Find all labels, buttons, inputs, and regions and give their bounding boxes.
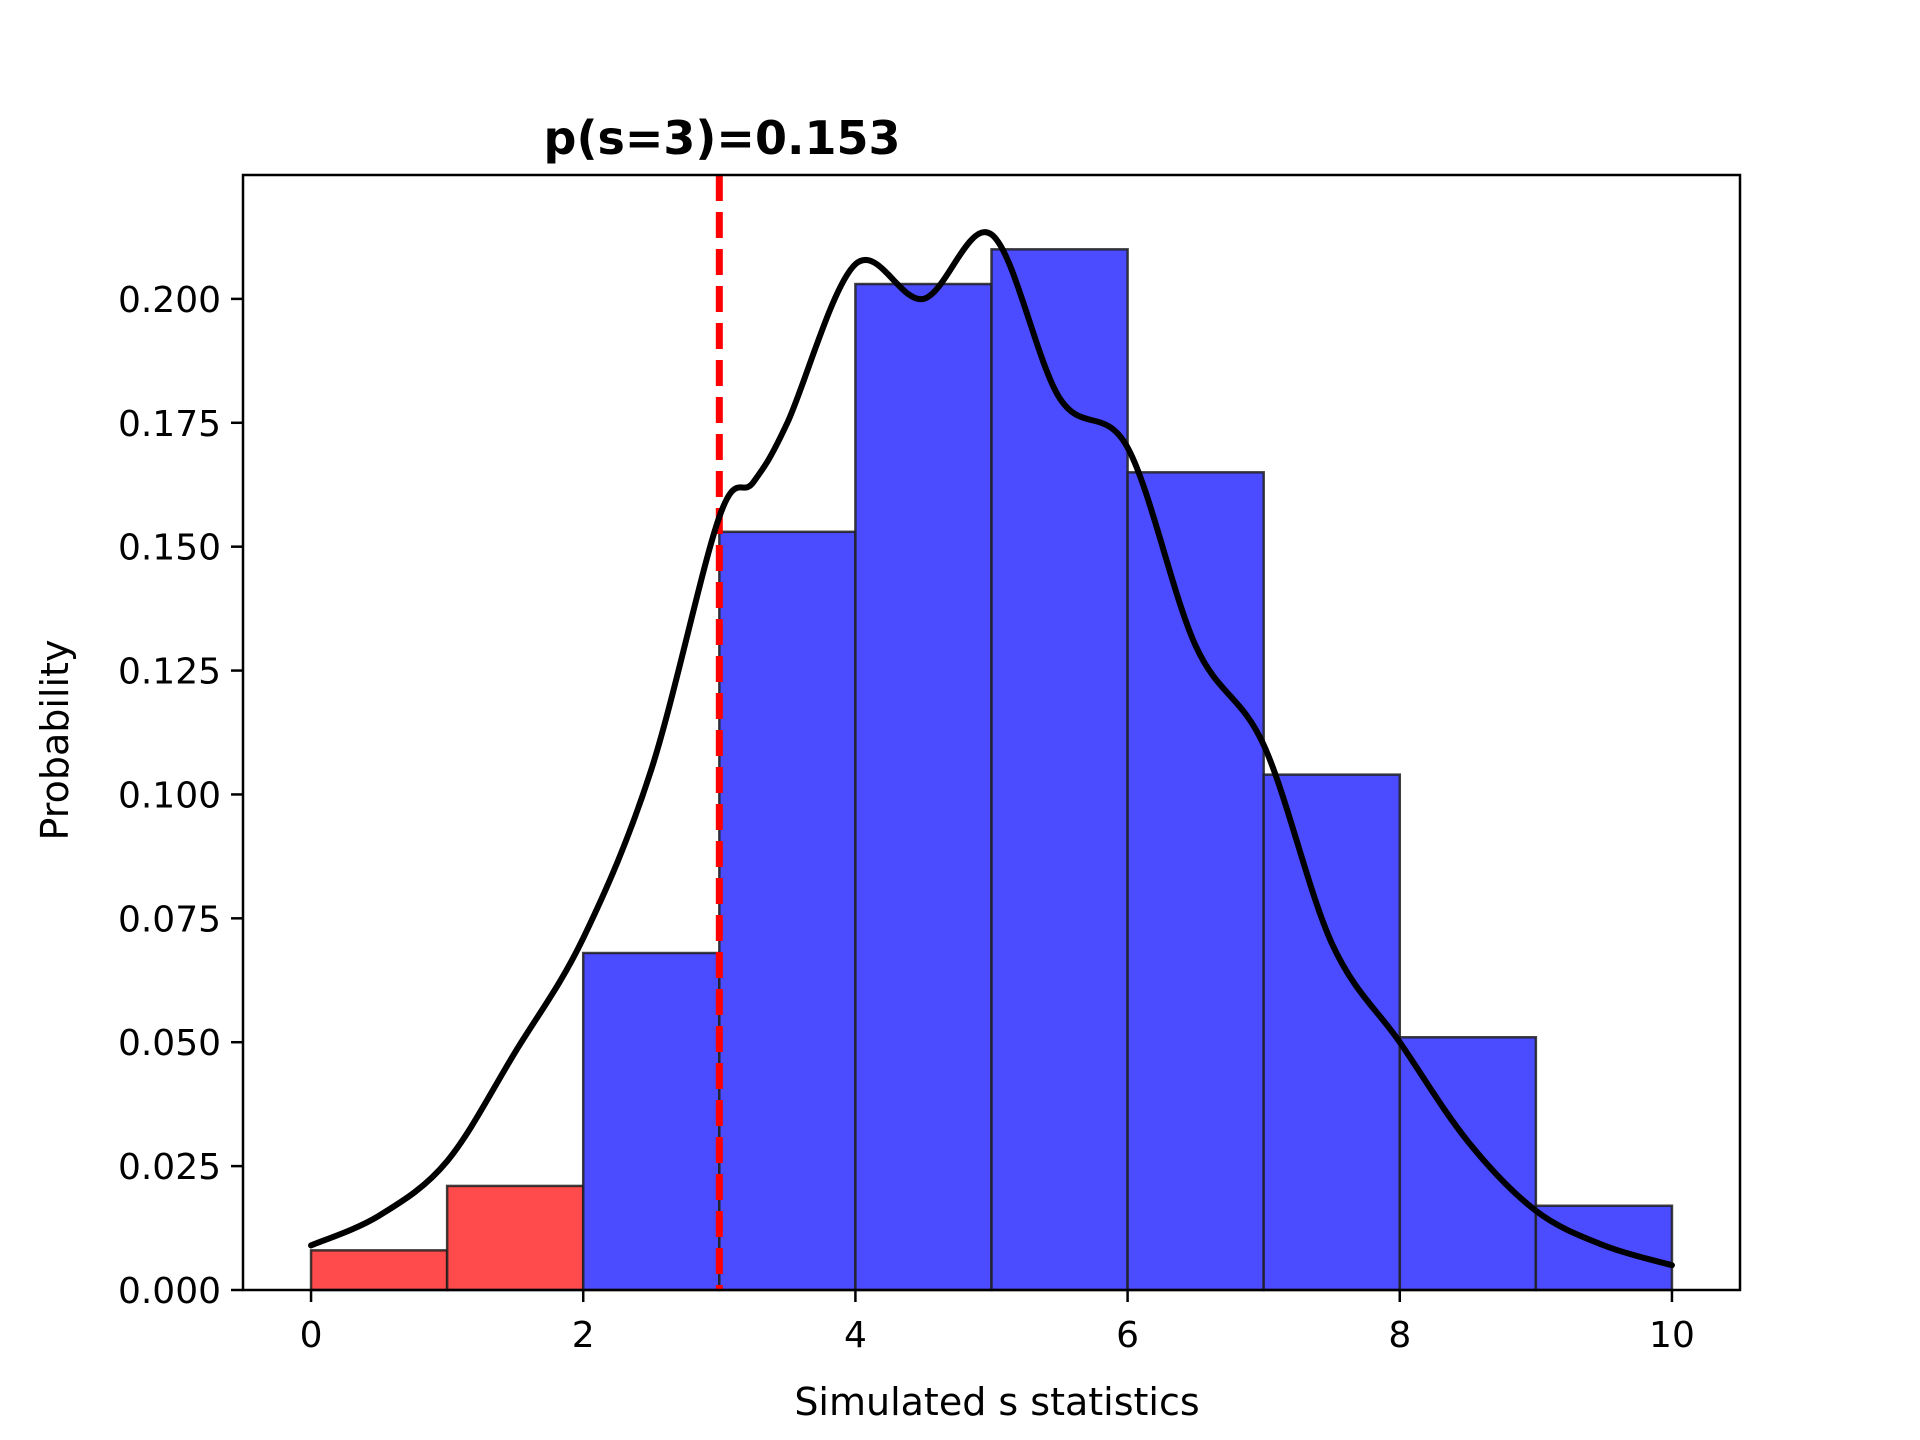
y-tick-label-2: 0.050: [118, 1023, 221, 1064]
x-tick-label-5: 10: [1649, 1315, 1695, 1356]
x-tick-label-3: 6: [1116, 1315, 1139, 1356]
histogram-bar-7: [1262, 773, 1402, 1292]
histogram-bar-6: [1126, 471, 1265, 1292]
density-curve: [308, 229, 1675, 1269]
y-tick-label-1: 0.025: [118, 1147, 221, 1188]
histogram-bar-2: [581, 951, 721, 1292]
y-tick-label-3: 0.075: [118, 899, 221, 940]
density-curve-group: [308, 229, 1675, 1269]
y-tick-label-4: 0.100: [118, 775, 221, 816]
x-tick-label-0: 0: [300, 1315, 323, 1356]
axes-group: 0 2 4 6 8 10 0.000 0.025 0.050 0.075 0.100 0.125 0.1…: [118, 173, 1742, 1356]
y-tick-label-7: 0.175: [118, 404, 221, 445]
y-tick-label-0: 0.000: [118, 1271, 221, 1312]
y-tick-label-8: 0.200: [118, 280, 221, 321]
histogram-bar-3: [718, 530, 857, 1292]
x-tick-label-1: 2: [572, 1315, 595, 1356]
y-tick-label-6: 0.150: [118, 528, 221, 569]
x-tick-label-2: 4: [844, 1315, 867, 1356]
histogram-bar-5: [990, 248, 1129, 1292]
x-tick-label-4: 8: [1388, 1315, 1411, 1356]
y-tick-label-5: 0.125: [118, 652, 221, 693]
y-axis-label: Probability: [33, 640, 77, 841]
bars-group: [309, 248, 1674, 1292]
histogram-bar-0: [309, 1249, 449, 1292]
histogram-bar-1: [445, 1184, 585, 1292]
histogram-bar-4: [854, 282, 993, 1292]
plot-frame: [241, 173, 1742, 1292]
x-axis-label: Simulated s statistics: [794, 1380, 1199, 1424]
chart-title: p(s=3)=0.153: [544, 111, 901, 165]
